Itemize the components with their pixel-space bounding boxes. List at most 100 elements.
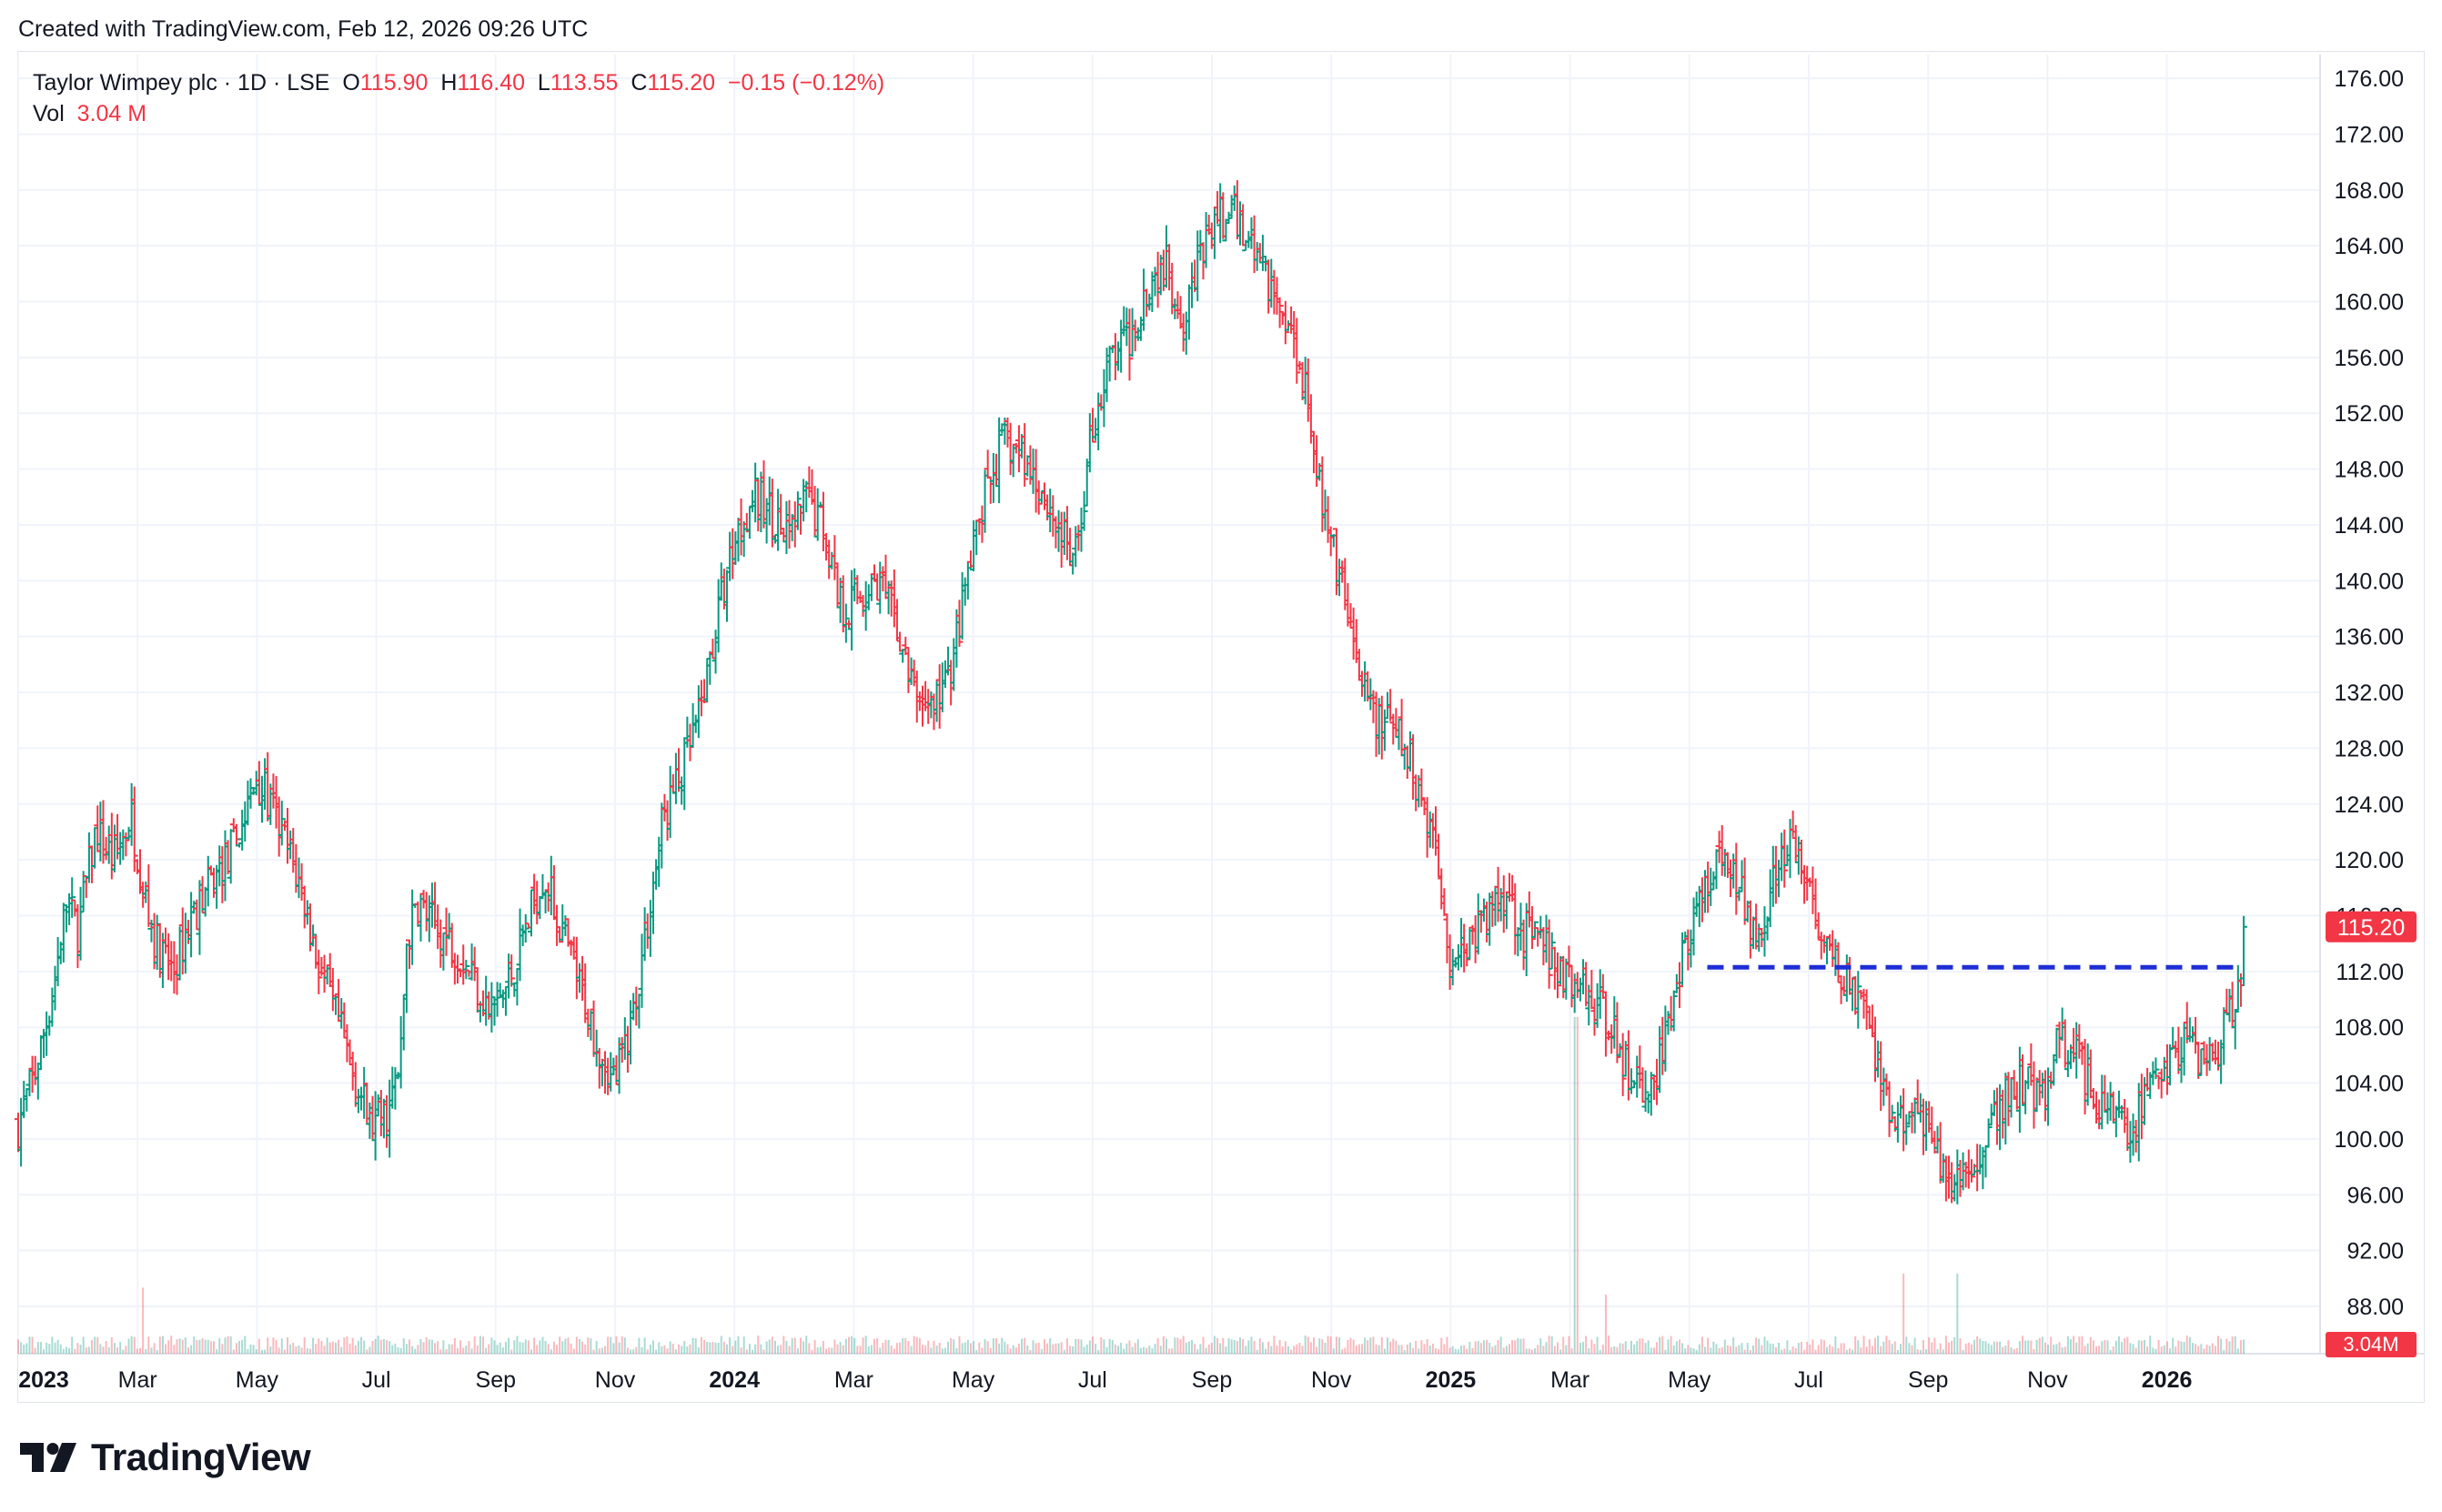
y-tick-label: 156.00 <box>2335 346 2404 371</box>
x-tick-label: Nov <box>2027 1367 2068 1393</box>
low-value: 113.55 <box>550 70 619 96</box>
price-bar <box>1670 990 1678 1032</box>
y-tick-label: 104.00 <box>2335 1072 2404 1097</box>
price-bar <box>68 877 76 918</box>
price-bar <box>1885 1081 1893 1137</box>
price-bar <box>1641 1070 1650 1113</box>
price-bar <box>1531 921 1539 938</box>
last-volume-box <box>2326 1332 2417 1357</box>
y-tick-label: 160.00 <box>2335 290 2404 316</box>
price-bar <box>1735 889 1743 902</box>
price-bar <box>130 786 138 872</box>
symbol-title[interactable]: Taylor Wimpey plc · 1D · LSE <box>33 70 330 96</box>
close-label: C <box>631 70 648 96</box>
price-bar <box>2240 915 2248 986</box>
tradingview-logo-icon <box>20 1443 76 1472</box>
x-tick-label: Jul <box>362 1367 391 1393</box>
price-bar <box>1545 919 1553 989</box>
price-bar <box>1463 942 1471 967</box>
x-tick-label: May <box>1668 1367 1711 1393</box>
volume-value: 3.04 M <box>76 101 147 126</box>
open-value: 115.90 <box>359 70 429 96</box>
price-bar <box>122 832 130 857</box>
y-tick-label: 152.00 <box>2335 401 2404 427</box>
y-tick-label: 128.00 <box>2335 736 2404 761</box>
price-bar <box>1902 1114 1911 1145</box>
y-tick-label: 136.00 <box>2335 625 2404 650</box>
y-tick-label: 168.00 <box>2335 178 2404 204</box>
price-bar <box>508 954 516 987</box>
last-volume-label: 3.04M <box>2343 1333 2398 1356</box>
price-bar <box>902 636 910 656</box>
x-tick-label: Sep <box>1908 1367 1948 1393</box>
price-bar <box>995 417 1004 504</box>
y-tick-label: 132.00 <box>2335 680 2404 706</box>
legend-row-price: Taylor Wimpey plc · 1D · LSE O115.90 H11… <box>33 67 884 98</box>
price-bar <box>1021 423 1029 487</box>
x-tick-label: Mar <box>118 1367 157 1393</box>
price-bar <box>955 600 964 647</box>
created-with-text: Created with TradingView.com, Feb 12, 20… <box>18 16 589 42</box>
price-bar <box>1548 932 1556 970</box>
x-tick-label: 2024 <box>709 1367 760 1393</box>
tradingview-logo[interactable]: TradingView <box>20 1436 311 1479</box>
y-tick-label: 140.00 <box>2335 569 2404 594</box>
legend-row-volume: Vol 3.04 M <box>33 98 884 129</box>
y-tick-label: 172.00 <box>2335 122 2404 147</box>
price-bar <box>1293 318 1301 384</box>
x-tick-label: Nov <box>595 1367 636 1393</box>
tradingview-logo-text: TradingView <box>91 1436 311 1478</box>
x-tick-label: Jul <box>1078 1367 1107 1393</box>
x-tick-label: 2025 <box>1426 1367 1477 1393</box>
open-label: O <box>342 70 360 96</box>
low-label: L <box>537 70 550 96</box>
x-tick-label: Mar <box>1550 1367 1589 1393</box>
price-bar <box>1281 300 1289 345</box>
price-bar <box>1984 1118 1993 1148</box>
high-label: H <box>440 70 458 96</box>
price-bar <box>752 462 760 523</box>
volume-bars <box>17 1017 2245 1354</box>
high-value: 116.40 <box>457 70 526 96</box>
price-bar <box>1553 952 1561 999</box>
change-value: −0.15 (−0.12%) <box>727 70 885 96</box>
legend: Taylor Wimpey plc · 1D · LSE O115.90 H11… <box>33 67 884 129</box>
price-bar <box>1781 829 1789 888</box>
price-bar <box>278 801 286 846</box>
y-tick-label: 164.00 <box>2335 234 2404 259</box>
price-bar <box>964 561 972 600</box>
y-tick-label: 148.00 <box>2335 458 2404 483</box>
last-price-box <box>2326 911 2417 942</box>
y-tick-label: 100.00 <box>2335 1127 2404 1153</box>
y-tick-label: 92.00 <box>2346 1239 2404 1265</box>
y-tick-label: 144.00 <box>2335 513 2404 539</box>
x-tick-label: Nov <box>1311 1367 1352 1393</box>
last-price-label: 115.20 <box>2337 915 2406 941</box>
price-bar <box>1854 971 1862 1029</box>
x-tick-label: 2023 <box>18 1367 69 1393</box>
price-bar <box>309 924 318 947</box>
price-bar <box>2192 1016 2200 1054</box>
price-bar <box>2231 1009 2239 1050</box>
price-bar <box>1647 1072 1655 1116</box>
close-value: 115.20 <box>647 70 716 96</box>
y-tick-label: 112.00 <box>2336 960 2404 985</box>
price-bar <box>1888 1104 1896 1122</box>
x-tick-label: Mar <box>834 1367 873 1393</box>
y-tick-label: 88.00 <box>2346 1295 2404 1320</box>
price-bar <box>1601 991 1610 1057</box>
price-bar <box>328 967 337 1012</box>
x-tick-label: Jul <box>1794 1367 1823 1393</box>
price-bar <box>521 913 530 943</box>
y-tick-label: 108.00 <box>2335 1015 2404 1041</box>
price-bar <box>1619 1033 1627 1096</box>
y-tick-label: 176.00 <box>2335 66 2404 92</box>
price-bar <box>793 491 802 530</box>
y-tick-label: 96.00 <box>2346 1183 2404 1208</box>
price-bar <box>453 954 461 984</box>
x-tick-label: 2026 <box>2142 1367 2193 1393</box>
price-bar <box>1380 709 1388 751</box>
volume-label: Vol <box>33 101 65 126</box>
price-bar <box>777 493 785 535</box>
